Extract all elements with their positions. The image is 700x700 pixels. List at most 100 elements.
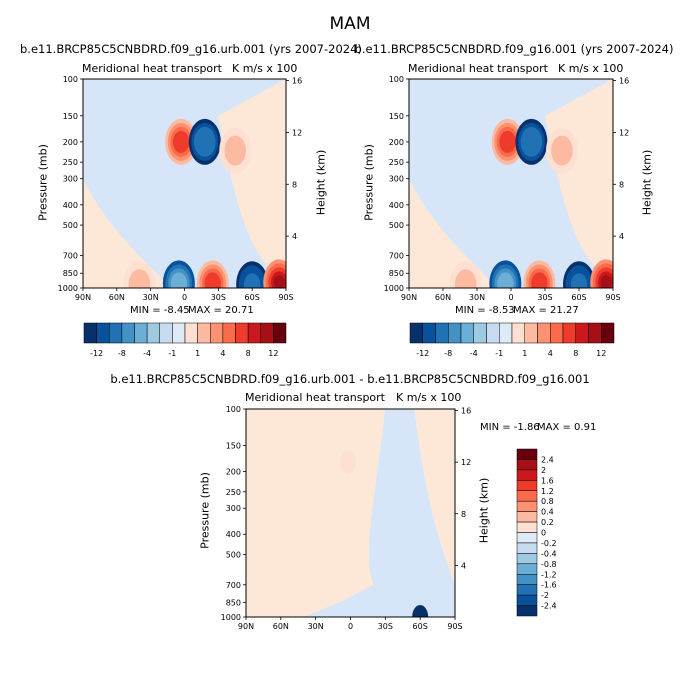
colorbar-label: -0.2 <box>541 539 557 548</box>
colorbar-label: 4 <box>220 349 225 358</box>
colorbar-box <box>210 322 224 344</box>
contour-blob <box>415 611 425 617</box>
colorbar-label: -12 <box>90 349 103 358</box>
colorbar-box <box>460 322 474 344</box>
lat-tick-label: 90N <box>238 622 254 631</box>
colorbar-box <box>121 322 135 344</box>
pressure-tick-label: 150 <box>63 112 78 121</box>
warm-region <box>83 178 168 288</box>
lat-tick-label: 60S <box>245 293 260 302</box>
lat-tick-label: 30S <box>537 293 552 302</box>
colorbar-box <box>83 322 97 344</box>
colorbar-box <box>516 542 538 554</box>
contour-blob <box>533 276 545 288</box>
panel2-plot <box>406 78 616 291</box>
figure-title: MAM <box>329 14 371 34</box>
colorbar-label: -12 <box>416 349 429 358</box>
colorbar-label: -0.8 <box>541 560 557 569</box>
lat-tick-label: 30S <box>211 293 226 302</box>
colorbar-box <box>588 322 602 344</box>
colorbar-label: -1.2 <box>541 570 557 579</box>
panel1-left-label: Meridional heat transport <box>82 62 222 75</box>
colorbar-label: -1.6 <box>541 581 557 590</box>
panel2-colorbar <box>409 322 615 344</box>
panel3-title: b.e11.BRCP85C5CNBDRD.f09_g16.urb.001 - b… <box>110 372 590 386</box>
panel1-title: b.e11.BRCP85C5CNBDRD.f09_g16.urb.001 (yr… <box>20 42 362 56</box>
pressure-tick-label: 500 <box>226 550 241 559</box>
colorbar-box <box>422 322 436 344</box>
colorbar-label: -2 <box>541 591 549 600</box>
pressure-tick-label: 1000 <box>58 284 78 293</box>
panel2-title: b.e11.BRCP85C5CNBDRD.f09_g16.001 (yrs 20… <box>354 42 674 56</box>
contour-blob <box>499 276 511 288</box>
colorbar-box <box>146 322 160 344</box>
colorbar-box <box>172 322 186 344</box>
pressure-tick-label: 500 <box>63 221 78 230</box>
panel1-plot <box>80 78 289 291</box>
height-tick-label: 16 <box>461 407 471 416</box>
colorbar-box <box>516 574 538 585</box>
colorbar-box <box>524 322 538 344</box>
pressure-tick-label: 200 <box>226 468 241 477</box>
panel2-min: MIN = -8.53 <box>455 305 515 316</box>
lat-tick-label: 30S <box>378 622 393 631</box>
lat-tick-label: 60N <box>435 293 451 302</box>
contour-blob <box>246 277 258 288</box>
colorbar-box <box>516 500 538 512</box>
panel3-left-label: Meridional heat transport <box>245 391 385 404</box>
pressure-tick-label: 400 <box>389 201 404 210</box>
colorbar-label: -2.4 <box>541 602 557 611</box>
pressure-tick-label: 700 <box>389 252 404 261</box>
panel3-min: MIN = -1.86 <box>480 422 540 433</box>
colorbar-box <box>499 322 513 344</box>
panel1-field <box>83 79 286 288</box>
colorbar-label: 2.4 <box>541 455 554 464</box>
panel2-field <box>409 79 613 288</box>
colorbar-label: 1.6 <box>541 476 554 485</box>
height-tick-label: 16 <box>619 77 629 86</box>
colorbar-box <box>516 563 538 575</box>
colorbar-box <box>435 322 449 344</box>
pressure-tick-label: 700 <box>63 252 78 261</box>
colorbar-box <box>260 322 274 344</box>
colorbar-box <box>511 322 525 344</box>
colorbar-box <box>516 511 538 523</box>
pressure-tick-label: 850 <box>226 598 241 607</box>
lat-tick-label: 90N <box>401 293 417 302</box>
contour-blob <box>133 277 145 288</box>
colorbar-label: 12 <box>268 349 278 358</box>
warm-region <box>414 409 455 585</box>
colorbar-label: 1 <box>522 349 527 358</box>
panel3-max: MAX = 0.91 <box>537 422 597 433</box>
colorbar-box <box>184 322 198 344</box>
colorbar-label: -0.4 <box>541 549 557 558</box>
colorbar-box <box>448 322 462 344</box>
height-tick-label: 4 <box>619 232 624 241</box>
colorbar-box <box>473 322 487 344</box>
contour-blob <box>173 276 185 288</box>
panel2-right-label: K m/s x 100 <box>558 62 624 75</box>
colorbar-label: -8 <box>118 349 126 358</box>
pressure-tick-label: 250 <box>63 158 78 167</box>
pressure-tick-label: 300 <box>389 175 404 184</box>
colorbar-box <box>273 322 287 344</box>
contour-blob <box>600 275 612 288</box>
colorbar-box <box>516 448 538 460</box>
lat-tick-label: 90S <box>447 622 462 631</box>
panel3-right-label: K m/s x 100 <box>396 391 462 404</box>
panel3-colorbar <box>516 448 538 617</box>
colorbar-label: 4 <box>548 349 553 358</box>
height-tick-label: 8 <box>292 180 297 189</box>
colorbar-box <box>562 322 576 344</box>
height-tick-label: 16 <box>292 77 302 86</box>
contour-blob <box>525 134 538 149</box>
colorbar-box <box>109 322 123 344</box>
contour-blob <box>556 143 568 158</box>
colorbar-box <box>516 521 538 533</box>
pressure-tick-label: 400 <box>226 530 241 539</box>
pressure-tick-label: 250 <box>389 158 404 167</box>
pressure-tick-label: 400 <box>63 201 78 210</box>
colorbar-box <box>516 605 538 617</box>
pressure-tick-label: 1000 <box>221 613 241 622</box>
